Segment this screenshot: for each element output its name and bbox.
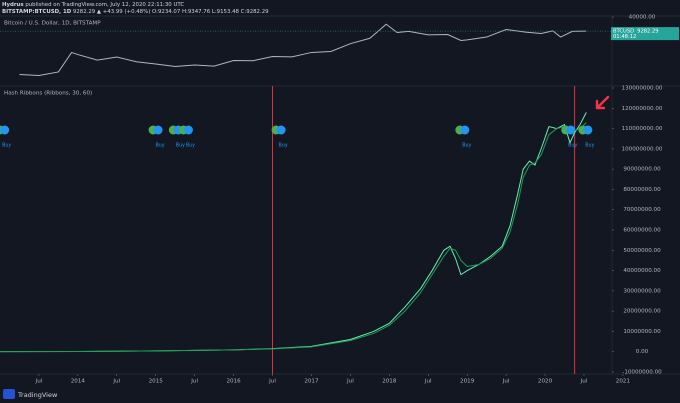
symbol: BITSTAMP:BTCUSD, 1D xyxy=(2,9,72,15)
series-line xyxy=(19,23,587,76)
y-tick-label: 120000000.00 xyxy=(622,106,663,112)
quote-line: BITSTAMP:BTCUSD, 1D 9282.29 ▲ +43.99 (+0… xyxy=(2,9,269,15)
annotation-arrow xyxy=(595,95,610,110)
y-tick-label: 70000000.00 xyxy=(623,207,661,213)
x-tick-label: 2015 xyxy=(149,379,164,385)
y-tick-label: 80000000.00 xyxy=(623,187,661,193)
x-tick-label: 2017 xyxy=(304,379,319,385)
x-tick-label: Jul xyxy=(502,379,510,385)
y-tick-label: 110000000.00 xyxy=(622,126,663,132)
y-tick-label: 90000000.00 xyxy=(623,167,661,173)
buy-label: Buy xyxy=(585,143,594,149)
y-tick-label: 130000000.00 xyxy=(622,86,663,92)
header-line: Hydrus published on TradingView.com, Jul… xyxy=(2,2,184,8)
pane-title: Bitcoin / U.S. Dollar, 1D, BITSTAMP xyxy=(4,21,101,27)
buy-signal xyxy=(153,125,163,135)
buy-label: Buy xyxy=(278,143,287,149)
y-tick-label: 30000000.00 xyxy=(623,288,661,294)
y-tick-label: -10000000.00 xyxy=(622,369,662,375)
quote: 9282.29 ▲ +43.99 (+0.48%) O:9234.07 H:93… xyxy=(73,9,269,15)
x-tick-label: Jul xyxy=(346,379,354,385)
logo xyxy=(3,389,15,399)
x-tick-label: Jul xyxy=(424,379,432,385)
series-line xyxy=(0,122,587,353)
series-line xyxy=(0,112,587,353)
brand: TradingView xyxy=(17,391,58,399)
buy-label: Buy xyxy=(568,143,577,149)
buy-signal xyxy=(566,125,576,135)
buy-signal xyxy=(460,125,470,135)
y-tick-label: 50000000.00 xyxy=(623,248,661,254)
price-tag xyxy=(611,27,679,41)
published: published on TradingView.com, July 12, 2… xyxy=(25,2,184,8)
y-tick-label: 60000000.00 xyxy=(623,228,661,234)
x-tick-label: 2019 xyxy=(460,379,475,385)
countdown: 01:48:12 xyxy=(613,34,636,40)
buy-signal xyxy=(183,125,193,135)
last-value: 9282.29 xyxy=(637,28,658,34)
buy-label: Buy xyxy=(186,143,195,149)
y-tick-label: 20000000.00 xyxy=(623,309,661,315)
x-tick-label: 2018 xyxy=(382,379,397,385)
x-tick-label: 2014 xyxy=(71,379,86,385)
y-tick-label: 40000.00 xyxy=(629,15,656,21)
footer: TradingView xyxy=(3,389,58,399)
x-tick-label: 2016 xyxy=(226,379,241,385)
x-tick-label: 2020 xyxy=(538,379,553,385)
price-tag-text: BTCUSD 9282.29 xyxy=(613,28,659,34)
author: Hydrus xyxy=(2,2,24,8)
y-tick-label: 0.00 xyxy=(636,349,649,355)
x-tick-label: 2021 xyxy=(616,379,631,385)
buy-signal xyxy=(0,125,10,135)
x-tick-label: Jul xyxy=(35,379,43,385)
x-tick-label: Jul xyxy=(580,379,588,385)
buy-signal xyxy=(276,125,286,135)
buy-label: Buy xyxy=(462,143,471,149)
buy-label: Buy xyxy=(176,143,185,149)
buy-label: Buy xyxy=(155,143,164,149)
buy-label: Buy xyxy=(2,143,11,149)
y-tick-label: 10000000.00 xyxy=(623,329,661,335)
x-tick-label: Jul xyxy=(190,379,198,385)
symbol-name: BTCUSD xyxy=(613,28,634,34)
buy-signal xyxy=(583,125,593,135)
x-tick-label: Jul xyxy=(112,379,120,385)
x-tick-label: Jul xyxy=(268,379,276,385)
y-tick-label: 100000000.00 xyxy=(622,146,663,152)
pane-title: Hash Ribbons (Ribbons, 30, 60) xyxy=(4,91,92,97)
y-tick-label: 40000000.00 xyxy=(623,268,661,274)
